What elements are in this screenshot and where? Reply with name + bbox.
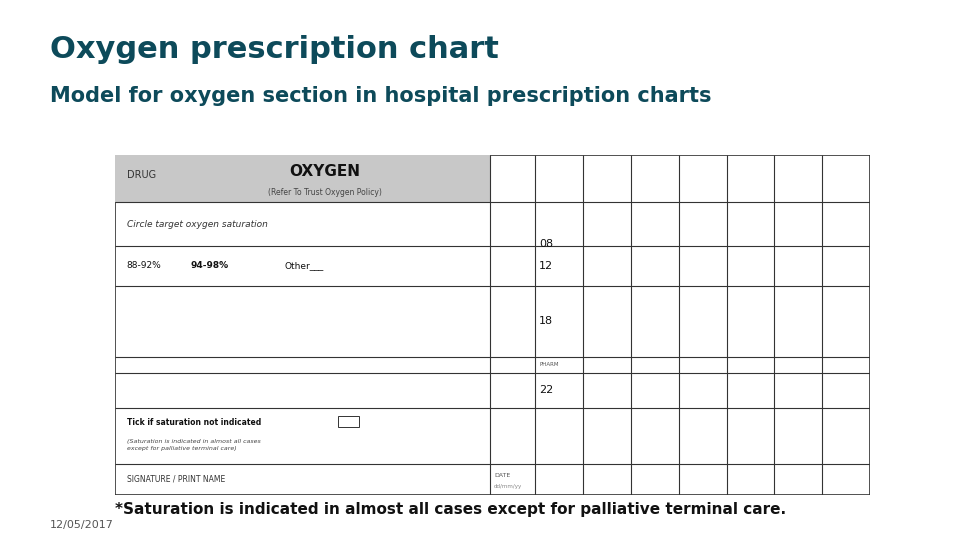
Text: DRUG: DRUG bbox=[127, 170, 156, 180]
Bar bbox=[115, 155, 491, 202]
Text: Tick if saturation not indicated: Tick if saturation not indicated bbox=[127, 418, 261, 427]
Text: PHARM: PHARM bbox=[540, 362, 559, 367]
Text: 12: 12 bbox=[540, 261, 553, 271]
Text: *Saturation is indicated in almost all cases except for palliative terminal care: *Saturation is indicated in almost all c… bbox=[115, 502, 786, 517]
Text: Other___: Other___ bbox=[285, 261, 324, 270]
Text: 12/05/2017: 12/05/2017 bbox=[50, 520, 114, 530]
Bar bbox=[338, 416, 359, 427]
Text: Circle target oxygen saturation: Circle target oxygen saturation bbox=[127, 220, 268, 229]
Text: Oxygen prescription chart: Oxygen prescription chart bbox=[50, 35, 499, 64]
Text: SIGNATURE / PRINT NAME: SIGNATURE / PRINT NAME bbox=[127, 475, 225, 484]
Text: 18: 18 bbox=[540, 316, 553, 326]
Text: 88-92%: 88-92% bbox=[127, 261, 161, 270]
Text: dd/mm/yy: dd/mm/yy bbox=[494, 484, 522, 489]
Text: DATE: DATE bbox=[494, 474, 510, 478]
Text: 94-98%: 94-98% bbox=[191, 261, 228, 270]
Text: 08: 08 bbox=[540, 239, 553, 249]
Text: OXYGEN: OXYGEN bbox=[290, 164, 361, 179]
Text: 22: 22 bbox=[540, 386, 554, 395]
Text: (Refer To Trust Oxygen Policy): (Refer To Trust Oxygen Policy) bbox=[268, 188, 382, 197]
Text: (Saturation is indicated in almost all cases
except for palliative terminal care: (Saturation is indicated in almost all c… bbox=[127, 439, 260, 451]
Text: Model for oxygen section in hospital prescription charts: Model for oxygen section in hospital pre… bbox=[50, 86, 711, 106]
